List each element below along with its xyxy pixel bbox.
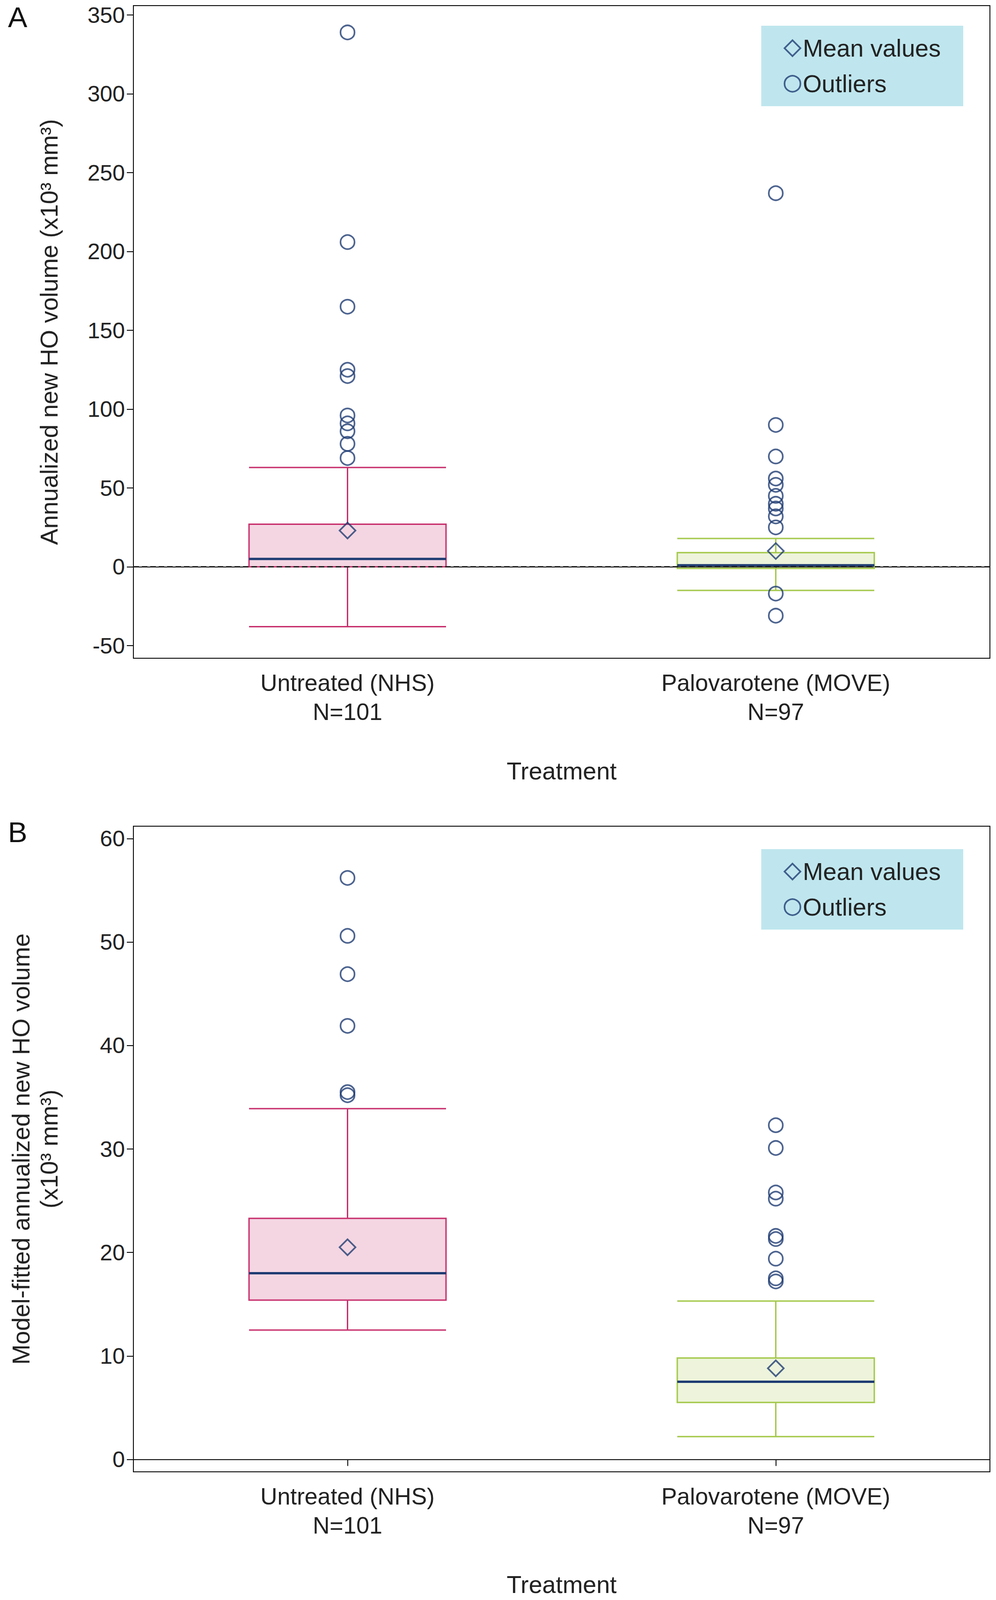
svg-text:A: A [7,0,28,34]
svg-text:Treatment: Treatment [506,757,617,785]
svg-text:20: 20 [100,1240,125,1266]
svg-text:200: 200 [87,239,125,264]
svg-text:Outliers: Outliers [802,893,887,922]
svg-text:Untreated (NHS): Untreated (NHS) [260,670,435,697]
svg-text:(x10³ mm³): (x10³ mm³) [35,1090,63,1209]
svg-text:N=101: N=101 [312,699,383,726]
svg-text:300: 300 [87,81,125,107]
svg-text:N=97: N=97 [747,1513,805,1540]
svg-text:150: 150 [87,318,125,344]
svg-text:Mean values: Mean values [802,34,941,62]
svg-text:Mean values: Mean values [802,858,941,886]
svg-text:Palovarotene (MOVE): Palovarotene (MOVE) [661,1484,891,1511]
svg-text:50: 50 [100,930,125,955]
svg-text:Treatment: Treatment [506,1571,617,1599]
svg-text:250: 250 [87,160,125,186]
svg-text:30: 30 [100,1137,125,1163]
svg-text:60: 60 [100,826,125,852]
svg-text:Untreated (NHS): Untreated (NHS) [260,1484,435,1511]
svg-text:B: B [7,816,28,849]
svg-text:N=101: N=101 [312,1513,383,1540]
svg-text:50: 50 [100,476,125,501]
svg-text:Palovarotene (MOVE): Palovarotene (MOVE) [661,670,891,697]
svg-text:100: 100 [87,396,125,422]
svg-text:Outliers: Outliers [802,70,887,98]
svg-text:Model-fitted annualized new HO: Model-fitted annualized new HO volume [7,933,35,1366]
svg-text:Annualized new HO volume (x10³: Annualized new HO volume (x10³ mm³) [35,118,63,545]
svg-text:N=97: N=97 [747,699,805,726]
svg-text:0: 0 [112,1447,125,1473]
svg-text:0: 0 [112,554,125,580]
svg-text:350: 350 [87,2,125,28]
svg-text:40: 40 [100,1033,125,1059]
svg-text:-50: -50 [92,633,125,659]
svg-text:10: 10 [100,1344,125,1370]
